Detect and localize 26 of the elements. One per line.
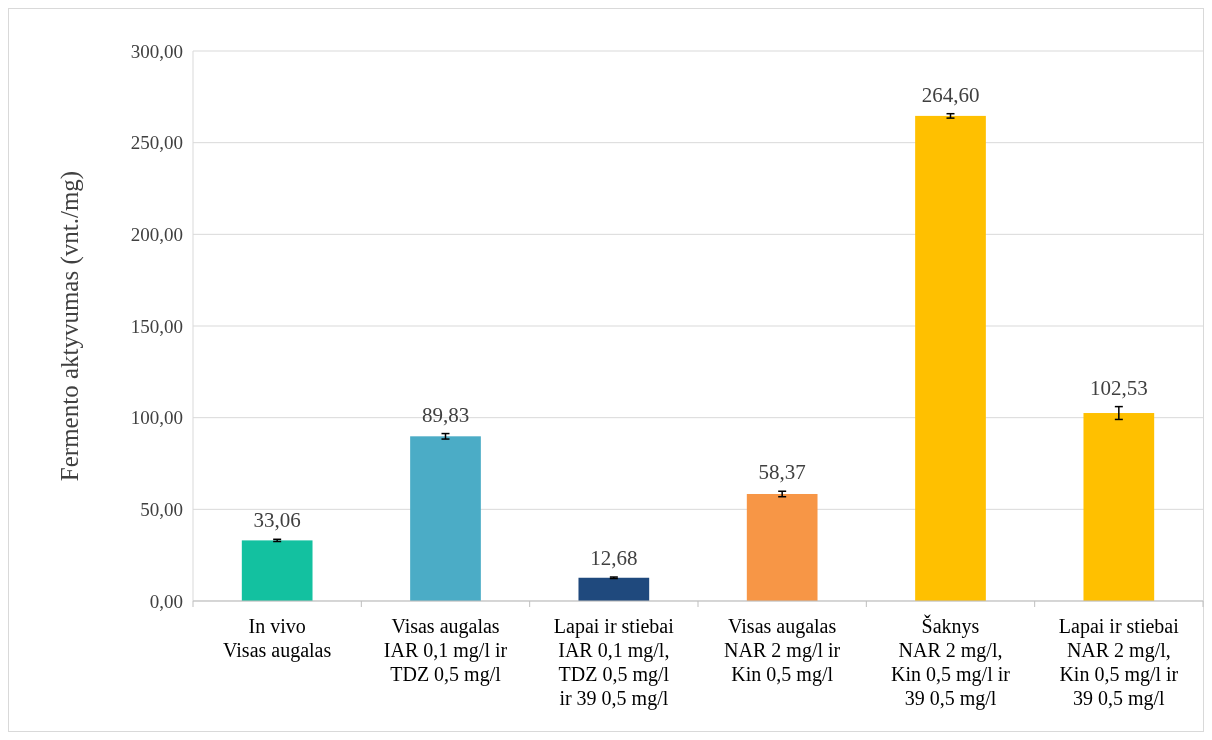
bar [241, 540, 313, 601]
y-axis-title: Fermento aktyvumas (vnt./mg) [56, 170, 84, 482]
x-tick-label: Visas augalas IAR 0,1 mg/l ir TDZ 0,5 mg/l [383, 615, 508, 686]
data-label: 58,37 [758, 460, 806, 485]
bar [915, 115, 986, 601]
x-tick-label: Visas augalas NAR 2 mg/l ir Kin 0,5 mg/l [724, 615, 841, 686]
bar [1083, 413, 1155, 601]
data-label: 264,60 [921, 82, 980, 107]
y-tick-label: 0,00 [149, 590, 183, 612]
y-tick-label: 300,00 [130, 40, 183, 62]
x-tick-label: Lapai ir stiebai IAR 0,1 mg/l, TDZ 0,5 mg/l ir 39 0,5 mg/l [553, 615, 675, 710]
y-tick-label: 50,00 [140, 498, 183, 520]
y-tick-label: 150,00 [130, 315, 183, 337]
y-tick-label: 100,00 [130, 407, 183, 429]
bar [410, 436, 481, 601]
x-tick-label: Lapai ir stiebai NAR 2 mg/l, Kin 0,5 mg/l ir 39 0,5 mg/l [1058, 615, 1180, 710]
data-label: 102,53 [1089, 375, 1148, 400]
data-label: 33,06 [253, 508, 301, 533]
bar [746, 493, 818, 601]
x-tick-label: In vivo Visas augalas [223, 615, 332, 662]
y-tick-label: 250,00 [130, 132, 183, 154]
bar [578, 577, 650, 601]
x-tick-label: Šaknys NAR 2 mg/l, Kin 0,5 mg/l ir 39 0,5 mg/l [891, 614, 1011, 710]
data-label: 12,68 [590, 546, 638, 571]
y-tick-label: 200,00 [130, 223, 183, 245]
data-label: 89,83 [421, 402, 470, 427]
